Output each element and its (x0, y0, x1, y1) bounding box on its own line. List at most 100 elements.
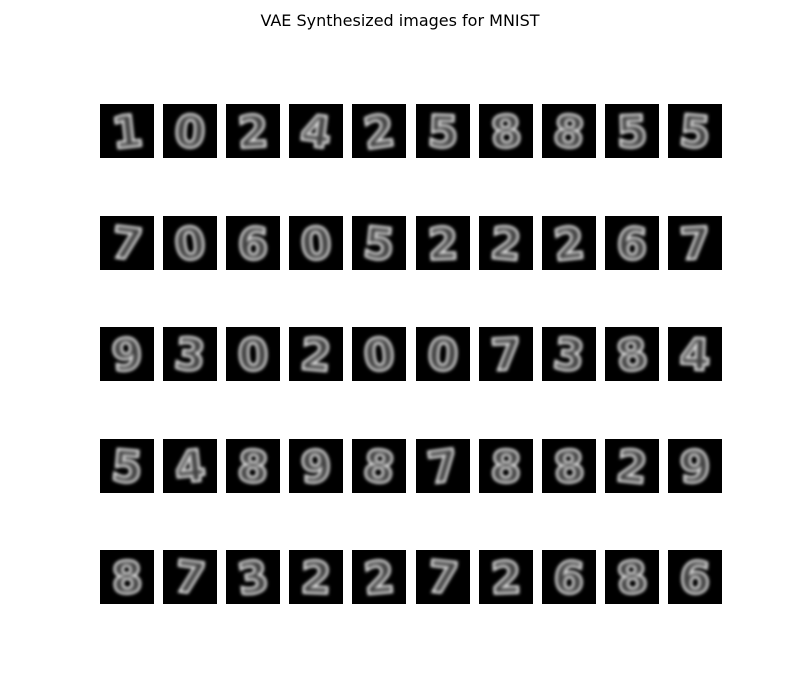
digit-image: 22 (359, 104, 399, 158)
digit-glyph: 3 (172, 329, 208, 381)
digit-glow: 8 (236, 441, 270, 493)
figure-title: VAE Synthesized images for MNIST (260, 11, 540, 30)
digit-glyph: 2 (362, 552, 397, 604)
digit-glyph: 3 (234, 551, 271, 604)
digit-glow: 9 (299, 441, 332, 493)
digit-glow: 4 (298, 105, 335, 158)
digit-glow: 2 (362, 552, 397, 604)
digit-image: 22 (360, 551, 397, 604)
digit-glow: 0 (426, 329, 460, 381)
digit-glow: 3 (551, 328, 588, 381)
digit-glow: 2 (490, 552, 522, 604)
digit-image: 88 (109, 551, 145, 604)
digit-image: 55 (676, 105, 713, 158)
digit-image: 88 (550, 440, 587, 493)
digit-glow: 0 (299, 218, 334, 270)
digit-image: 66 (614, 217, 651, 270)
digit-glyph: 0 (361, 329, 397, 381)
digit-glyph: 0 (426, 329, 460, 381)
digit-image: 88 (613, 550, 651, 604)
digit-glow: 8 (552, 441, 587, 493)
digit-image: 99 (298, 440, 334, 493)
digit-glyph: 0 (173, 106, 207, 158)
digit-glow: 0 (237, 329, 269, 381)
digit-image: 55 (360, 216, 398, 270)
digit-glyph: 8 (551, 106, 587, 158)
digit-glyph: 7 (172, 551, 209, 604)
digit-image: 88 (612, 327, 652, 381)
digit-glow: 6 (237, 218, 269, 270)
digit-image: 88 (550, 104, 588, 158)
digit-glyph: 5 (427, 106, 459, 158)
digit-glyph: 9 (299, 441, 332, 493)
digit-image: 33 (233, 550, 273, 604)
digit-glyph: 1 (109, 106, 145, 158)
digit-glyph: 2 (236, 106, 269, 158)
digit-image: 55 (615, 105, 650, 158)
digit-image: 33 (549, 327, 588, 381)
digit-glow: 8 (613, 328, 650, 381)
digit-glow: 2 (488, 218, 523, 270)
digit-glow: 4 (172, 441, 208, 493)
digit-glow: 2 (298, 329, 333, 381)
digit-image: 55 (108, 440, 145, 493)
digit-image: 77 (107, 216, 146, 270)
digit-image: 88 (487, 105, 524, 158)
digit-glyph: 0 (299, 218, 334, 270)
digit-image: 99 (678, 440, 713, 493)
digit-glow: 6 (551, 552, 586, 604)
digit-glyph: 5 (361, 218, 397, 270)
digit-glow: 7 (424, 440, 461, 493)
digit-glow: 2 (360, 105, 397, 158)
digit-glow: 0 (361, 329, 397, 381)
digit-glow: 6 (615, 218, 649, 270)
digit-glyph: 2 (551, 218, 587, 270)
digit-image: 00 (236, 328, 271, 381)
digit-glyph: 2 (490, 552, 522, 604)
digit-glow: 3 (234, 551, 271, 604)
digit-glow: 3 (172, 329, 208, 381)
digit-image: 22 (299, 551, 334, 604)
digit-image: 22 (489, 551, 524, 604)
digit-image: 99 (108, 328, 145, 381)
digit-glyph: 8 (361, 440, 398, 493)
digit-image: 77 (170, 550, 209, 604)
digit-image: 66 (236, 217, 271, 270)
digit-glyph: 2 (360, 105, 397, 158)
digit-glyph: 8 (552, 441, 587, 493)
digit-image: 66 (550, 551, 587, 604)
digit-image: 00 (172, 105, 209, 158)
digit-glow: 1 (109, 106, 145, 158)
digit-glow: 0 (171, 217, 208, 270)
digit-image: 00 (170, 216, 210, 270)
digit-glyph: 5 (109, 441, 144, 493)
digit-image: 22 (426, 217, 461, 270)
digit-glow: 0 (173, 106, 207, 158)
digit-image: 77 (423, 439, 463, 493)
digit-glyph: 8 (110, 552, 143, 604)
digit-glow: 2 (300, 552, 332, 604)
